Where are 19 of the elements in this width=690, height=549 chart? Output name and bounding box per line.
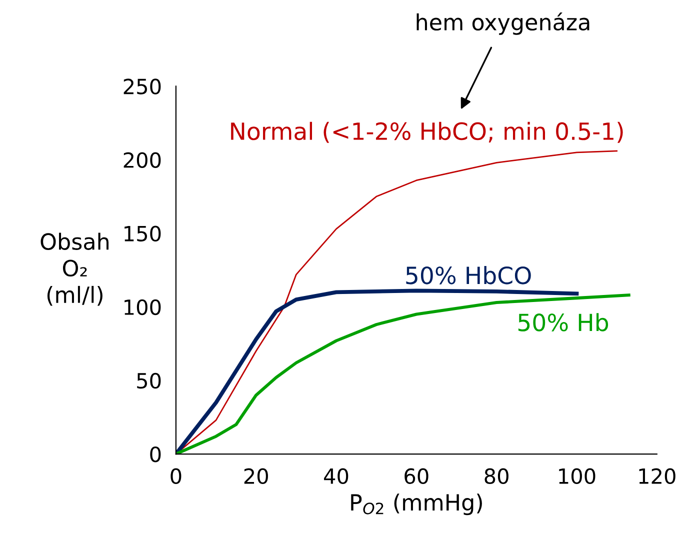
y-tick-label: 200 [124, 152, 161, 168]
x-tick-label: 80 [484, 468, 508, 484]
x-tick-label: 0 [170, 468, 182, 484]
x-tick-label: 60 [404, 468, 428, 484]
y-tick-label: 50 [137, 372, 161, 389]
x-tick-label: 100 [559, 468, 596, 484]
y-axis-title: Obsah O₂ (ml/l) [40, 232, 109, 306]
series-label: Normal (<1-2% HbCO; min 0.5-1) [231, 122, 623, 143]
y-tick-label: 150 [124, 226, 161, 242]
text: hem oxygenáza [416, 12, 590, 35]
y-tick-label: 0 [150, 446, 161, 462]
x-tick-label: 120 [639, 468, 676, 484]
y-tick-label: 100 [124, 299, 161, 316]
series-label: 50% Hb [518, 313, 608, 332]
x-tick-label: 40 [324, 468, 348, 484]
y-tick-label: 250 [124, 78, 161, 94]
x-tick-label: 20 [244, 468, 268, 484]
series-label: 50% HbCO [406, 266, 531, 284]
x-axis-title: P$_{O2}$ (mmHg) [351, 494, 482, 516]
